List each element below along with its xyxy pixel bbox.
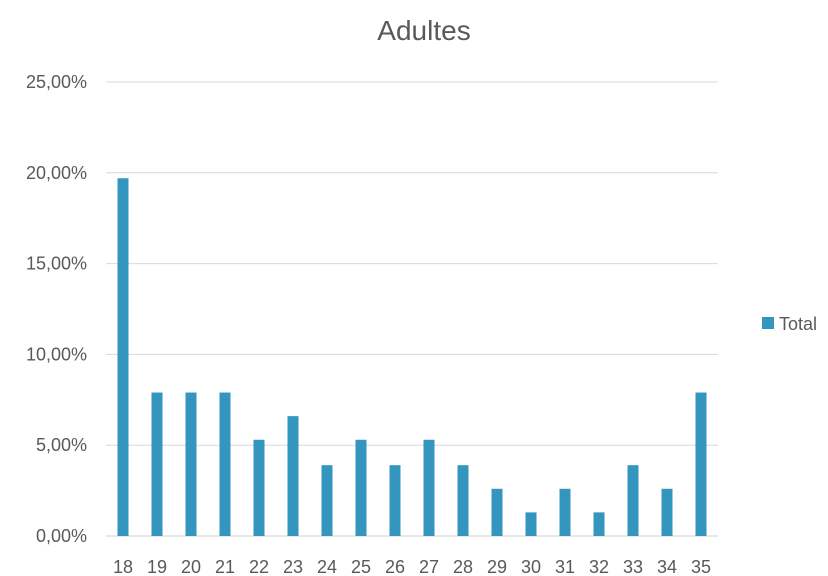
- bar: [253, 439, 265, 536]
- bar: [661, 488, 673, 536]
- chart-title: Adultes: [377, 15, 470, 46]
- gridlines: [106, 81, 718, 537]
- legend: Total: [762, 314, 817, 334]
- x-tick-label: 23: [283, 557, 303, 576]
- bar: [389, 465, 401, 536]
- x-tick-label: 31: [555, 557, 575, 576]
- y-tick-label: 20,00%: [26, 163, 87, 183]
- x-tick-label: 29: [487, 557, 507, 576]
- x-tick-label: 34: [657, 557, 677, 576]
- y-tick-label: 0,00%: [36, 526, 87, 546]
- bar: [695, 392, 707, 536]
- bar: [117, 178, 129, 537]
- x-tick-label: 18: [113, 557, 133, 576]
- y-tick-label: 5,00%: [36, 435, 87, 455]
- y-axis-tick-labels: 0,00% 5,00% 10,00% 15,00% 20,00% 25,00%: [26, 72, 87, 546]
- legend-swatch: [762, 317, 774, 329]
- bar: [491, 488, 503, 536]
- x-tick-label: 32: [589, 557, 609, 576]
- bar: [219, 392, 231, 536]
- bar: [185, 392, 197, 536]
- bar: [321, 465, 333, 536]
- legend-label-total: Total: [779, 314, 817, 334]
- y-tick-label: 15,00%: [26, 254, 87, 274]
- x-tick-label: 27: [419, 557, 439, 576]
- y-tick-label: 10,00%: [26, 344, 87, 364]
- x-tick-label: 33: [623, 557, 643, 576]
- bar: [457, 465, 469, 536]
- bars: [117, 178, 707, 537]
- x-tick-label: 21: [215, 557, 235, 576]
- bar: [423, 439, 435, 536]
- x-tick-label: 26: [385, 557, 405, 576]
- x-tick-label: 24: [317, 557, 337, 576]
- x-tick-label: 30: [521, 557, 541, 576]
- bar: [525, 512, 537, 536]
- x-tick-label: 20: [181, 557, 201, 576]
- x-tick-label: 35: [691, 557, 711, 576]
- bar: [627, 465, 639, 536]
- x-axis-tick-labels: 18 19 20 21 22 23 24 25 26 27 28 29 30 31 32 33 34 35: [113, 557, 711, 576]
- bar: [287, 416, 299, 536]
- y-tick-label: 25,00%: [26, 72, 87, 92]
- bar: [355, 439, 367, 536]
- x-tick-label: 22: [249, 557, 269, 576]
- x-tick-label: 19: [147, 557, 167, 576]
- bar: [151, 392, 163, 536]
- bar: [559, 488, 571, 536]
- x-tick-label: 28: [453, 557, 473, 576]
- x-tick-label: 25: [351, 557, 371, 576]
- bar: [593, 512, 605, 536]
